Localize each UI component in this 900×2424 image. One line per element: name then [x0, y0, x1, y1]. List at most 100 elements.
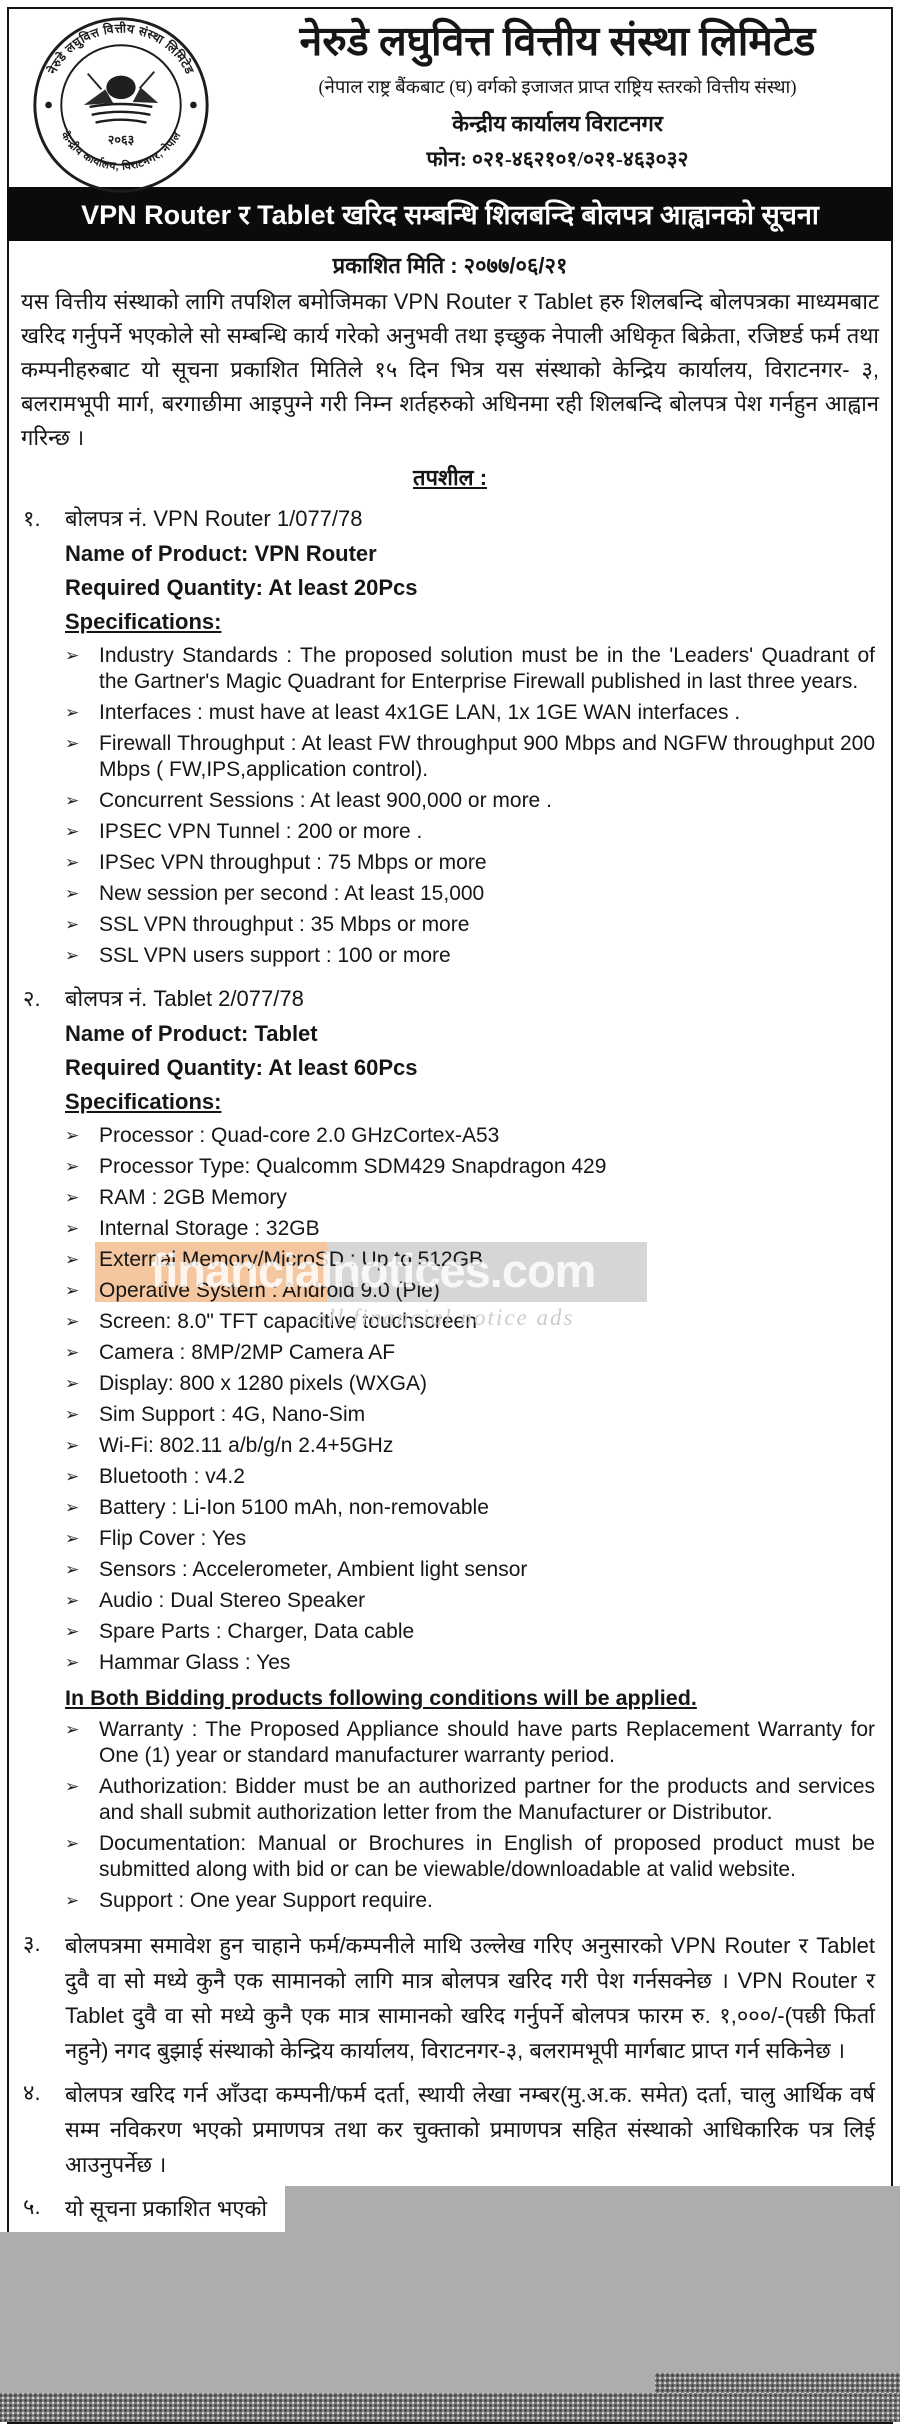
spec-text: Audio : Dual Stereo Speaker: [99, 1589, 366, 1612]
spec-item: ➢ Spare Parts : Charger, Data cable: [65, 1619, 875, 1645]
spec-item: ➢ Operative System : Android 9.0 (Pie): [65, 1278, 875, 1304]
spec-text: Internal Storage : 32GB: [99, 1217, 320, 1240]
clause-text: बोलपत्र खरिद गर्न आँउदा कम्पनी/फर्म दर्त…: [65, 2082, 875, 2177]
published-date: प्रकाशित मिति : २०७७/०६/२१: [332, 253, 568, 278]
bullet-arrow-icon: ➢: [65, 1720, 80, 1739]
bullet-arrow-icon: ➢: [65, 1777, 80, 1796]
bullet-arrow-icon: ➢: [65, 1343, 80, 1362]
clause-number: ५.: [23, 2194, 41, 2219]
seal-right-dot: [190, 101, 197, 109]
clause-1-vpn-router: १. बोलपत्र नं. VPN Router 1/077/78 Name …: [9, 503, 891, 974]
bullet-arrow-icon: ➢: [65, 1622, 80, 1641]
central-office-line: केन्द्रीय कार्यालय विराटनगर: [452, 110, 663, 136]
bullet-arrow-icon: ➢: [65, 1374, 80, 1393]
conditions-list: ➢ Warranty : The Proposed Appliance shou…: [65, 1717, 875, 1914]
spec-text: Flip Cover : Yes: [99, 1527, 247, 1550]
condition-item: ➢ Support : One year Support require.: [65, 1888, 875, 1914]
spec-text: Screen: 8.0" TFT capacitive touchscreen: [99, 1310, 477, 1333]
spec-item: ➢ Display: 800 x 1280 pixels (WXGA): [65, 1371, 875, 1397]
spec-text: Processor : Quad-core 2.0 GHzCortex-A53: [99, 1124, 500, 1147]
clause-text: यो सूचना प्रकाशित भएको: [65, 2196, 268, 2221]
clause-text: बोलपत्रमा समावेश हुन चाहाने फर्म/कम्पनील…: [65, 1933, 875, 2063]
spec-item: ➢ Processor Type: Qualcomm SDM429 Snapdr…: [65, 1154, 875, 1180]
dither-band-bottom: [0, 2393, 900, 2422]
spec-item: ➢ Sim Support : 4G, Nano-Sim: [65, 1402, 875, 1428]
spec-item: ➢ Interfaces : must have at least 4x1GE …: [65, 700, 875, 726]
seal-year-text: २०६३: [108, 132, 134, 147]
intro-paragraph: यस वित्तीय संस्थाको लागि तपशिल बमोजिमका …: [21, 289, 879, 450]
spec-item: ➢ New session per second : At least 15,0…: [65, 881, 875, 907]
spec-text: IPSec VPN throughput : 75 Mbps or more: [99, 851, 487, 874]
spec-item: ➢ Sensors : Accelerometer, Ambient light…: [65, 1557, 875, 1583]
clause-5-truncated: ५. यो सूचना प्रकाशित भएको: [9, 2186, 900, 2235]
condition-text: Documentation: Manual or Brochures in En…: [99, 1832, 875, 1881]
clause-number: ४.: [23, 2080, 41, 2105]
watermark-gray-band: [327, 1242, 647, 1302]
spec-item: ➢ Concurrent Sessions : At least 900,000…: [65, 788, 875, 814]
spec-item: ➢ Audio : Dual Stereo Speaker: [65, 1588, 875, 1614]
bullet-arrow-icon: ➢: [65, 1891, 80, 1910]
spec-text: Sim Support : 4G, Nano-Sim: [99, 1403, 366, 1426]
dither-band-right: [655, 2373, 900, 2393]
spec-text: Operative System : Android 9.0 (Pie): [99, 1279, 440, 1302]
spec-item: ➢ Firewall Throughput : At least FW thro…: [65, 731, 875, 783]
required-quantity-line: Required Quantity: At least 60Pcs: [65, 1055, 418, 1080]
spec-text: Wi-Fi: 802.11 a/b/g/n 2.4+5GHz: [99, 1434, 394, 1457]
bullet-arrow-icon: ➢: [65, 1250, 80, 1269]
spec-text: Display: 800 x 1280 pixels (WXGA): [99, 1372, 427, 1395]
bullet-arrow-icon: ➢: [65, 946, 80, 965]
spec-item: ➢ Processor : Quad-core 2.0 GHzCortex-A5…: [65, 1123, 875, 1149]
notice-title-bar: VPN Router र Tablet खरिद सम्बन्धि शिलबन्…: [7, 187, 893, 241]
bullet-arrow-icon: ➢: [65, 1834, 80, 1853]
clause-body: बोलपत्र नं. Tablet 2/077/78 Name of Prod…: [65, 983, 891, 1681]
spec-text: SSL VPN users support : 100 or more: [99, 944, 451, 967]
spec-item: ➢ SSL VPN users support : 100 or more: [65, 943, 875, 969]
spec-text: SSL VPN throughput : 35 Mbps or more: [99, 913, 470, 936]
spec-text: Firewall Throughput : At least FW throug…: [99, 732, 875, 781]
bid-number-line: बोलपत्र नं. VPN Router 1/077/78: [65, 506, 363, 531]
spec-item: ➢ Industry Standards : The proposed solu…: [65, 643, 875, 695]
product-name-line: Name of Product: VPN Router: [65, 541, 377, 566]
spec-item: ➢ RAM : 2GB Memory: [65, 1185, 875, 1211]
required-quantity-line: Required Quantity: At least 20Pcs: [65, 575, 418, 600]
condition-text: Warranty : The Proposed Appliance should…: [99, 1718, 875, 1767]
seal-left-dot: [45, 101, 52, 109]
bullet-arrow-icon: ➢: [65, 646, 80, 665]
bullet-arrow-icon: ➢: [65, 915, 80, 934]
spec-text: RAM : 2GB Memory: [99, 1186, 287, 1209]
conditions-heading: In Both Bidding products following condi…: [65, 1686, 697, 1710]
bullet-arrow-icon: ➢: [65, 822, 80, 841]
condition-item: ➢ Warranty : The Proposed Appliance shou…: [65, 1717, 875, 1769]
bullet-arrow-icon: ➢: [65, 1188, 80, 1207]
clause-number: २.: [23, 986, 41, 1011]
spec-text: Processor Type: Qualcomm SDM429 Snapdrag…: [99, 1155, 607, 1178]
spec-item: ➢ Battery : Li-Ion 5100 mAh, non-removab…: [65, 1495, 875, 1521]
specifications-heading: Specifications:: [65, 1089, 222, 1114]
bullet-arrow-icon: ➢: [65, 1591, 80, 1610]
spec-item: ➢ Hammar Glass : Yes: [65, 1650, 875, 1676]
clause-2-tablet: २. बोलपत्र नं. Tablet 2/077/78 Name of P…: [9, 983, 891, 1681]
spec-text: Battery : Li-Ion 5100 mAh, non-removable: [99, 1496, 489, 1519]
spec-text: Bluetooth : v4.2: [99, 1465, 245, 1488]
spec-item: ➢ SSL VPN throughput : 35 Mbps or more: [65, 912, 875, 938]
spec-text: External Memory/MicroSD : Up to 512GB: [99, 1248, 483, 1271]
gray-censor-block: [0, 2232, 900, 2422]
gray-censor-notch: [285, 2186, 900, 2235]
phone-line: फोन: ०२१-४६२१०१/०२१-४६३०३२: [426, 146, 689, 171]
bullet-arrow-icon: ➢: [65, 1498, 80, 1517]
organization-subtitle: (नेपाल राष्ट्र बैंकबाट (घ) वर्गको इजाजत …: [318, 77, 797, 98]
bid-number-line: बोलपत्र नं. Tablet 2/077/78: [65, 986, 304, 1011]
clause-number: ३.: [23, 1931, 41, 1956]
watermark-peach-highlight: [95, 1242, 327, 1302]
clause-number: १.: [23, 506, 41, 531]
condition-item: ➢ Authorization: Bidder must be an autho…: [65, 1774, 875, 1826]
clause-4-registration-docs: ४. बोलपत्र खरिद गर्न आँउदा कम्पनी/फर्म द…: [9, 2077, 891, 2182]
vpn-spec-list: ➢ Industry Standards : The proposed solu…: [65, 643, 875, 969]
seal-inner-ring: [60, 44, 182, 166]
spec-text: Concurrent Sessions : At least 900,000 o…: [99, 789, 552, 812]
product-name-line: Name of Product: Tablet: [65, 1021, 318, 1046]
spec-item: ➢ Wi-Fi: 802.11 a/b/g/n 2.4+5GHz: [65, 1433, 875, 1459]
bullet-arrow-icon: ➢: [65, 1312, 80, 1331]
spec-item: ➢ IPSec VPN throughput : 75 Mbps or more: [65, 850, 875, 876]
seal-outer-ring: [33, 17, 209, 193]
